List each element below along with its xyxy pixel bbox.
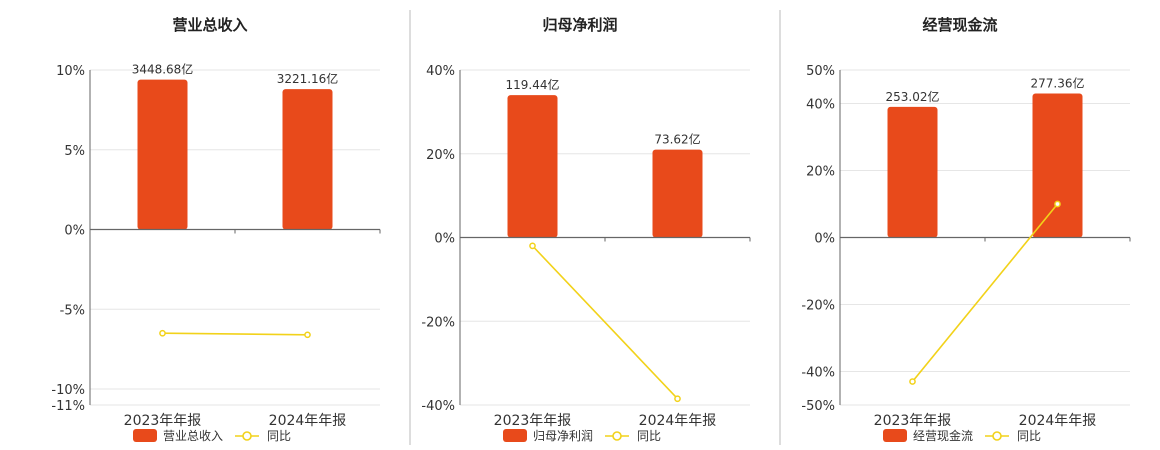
yoy-point: [159, 329, 166, 337]
x-category-label: 2024年年报: [1019, 413, 1097, 429]
yoy-point: [909, 378, 916, 385]
legend-line-label[interactable]: 同比: [267, 429, 291, 443]
yoy-point: [304, 331, 311, 339]
bar-value-label: 3448.68亿: [132, 62, 194, 77]
y-tick-label: 5%: [64, 144, 85, 159]
legend-line-label[interactable]: 同比: [1017, 429, 1041, 443]
chart-title: 经营现金流: [922, 16, 997, 34]
chart-panel-3: 经营现金流 50% 40% 20% 0% -20% -40% -50% 253.02亿 277.3…: [801, 16, 1131, 443]
bar-value-label: 253.02亿: [886, 89, 940, 104]
bar: [507, 95, 558, 238]
y-tick-label: -20%: [421, 315, 455, 330]
legend-bar-label[interactable]: 经营现金流: [913, 428, 973, 443]
bar: [652, 149, 703, 238]
y-tick-label: -40%: [801, 366, 835, 381]
yoy-line: [531, 245, 679, 400]
y-tick-label: 0%: [434, 232, 455, 247]
x-category-label: 2024年年报: [269, 413, 347, 429]
bar: [137, 79, 188, 230]
y-tick-label: 20%: [426, 148, 455, 163]
y-tick-label: 40%: [806, 98, 835, 113]
legend-bar-swatch[interactable]: [133, 429, 157, 442]
yoy-point: [529, 242, 536, 250]
y-tick-label: -10%: [51, 383, 85, 398]
y-tick-label: -50%: [801, 399, 835, 414]
yoy-point: [1054, 200, 1061, 208]
x-category-label: 2023年年报: [494, 413, 572, 429]
x-category-label: 2024年年报: [639, 413, 717, 429]
x-category-label: 2023年年报: [874, 413, 952, 429]
y-tick-label: 40%: [426, 64, 455, 79]
y-tick-label: 0%: [64, 224, 85, 239]
y-tick-label: -11%: [51, 399, 85, 414]
bar-value-label: 277.36亿: [1031, 75, 1085, 90]
chart-title: 归母净利润: [542, 16, 617, 34]
y-tick-label: 20%: [806, 165, 835, 180]
y-tick-label: 50%: [806, 64, 835, 79]
legend-line-label[interactable]: 同比: [637, 429, 661, 443]
chart-panel-2: 归母净利润 40% 20% 0% -20% -40% 119.44亿 73.62亿 2023年年…: [421, 16, 751, 443]
legend-bar-swatch[interactable]: [503, 429, 527, 442]
legend-line-marker[interactable]: [242, 431, 252, 441]
chart-panel-1: 营业总收入 10% 5% 0% -5% -10%-11% 3448.68亿 3221.16亿 2…: [51, 16, 381, 443]
y-tick-label: -40%: [421, 399, 455, 414]
bar-value-label: 73.62亿: [654, 132, 700, 147]
y-tick-label: 0%: [814, 232, 835, 247]
legend-line-marker[interactable]: [992, 431, 1002, 441]
y-tick-label: -5%: [60, 303, 85, 318]
yoy-line: [162, 332, 308, 336]
bar-value-label: 119.44亿: [506, 77, 560, 92]
bar: [1032, 93, 1083, 238]
bar-value-label: 3221.16亿: [277, 71, 339, 86]
legend-bar-label[interactable]: 营业总收入: [163, 429, 223, 443]
x-category-label: 2023年年报: [124, 413, 202, 429]
legend-bar-label[interactable]: 归母净利润: [533, 429, 593, 443]
legend-line-marker[interactable]: [612, 431, 622, 441]
y-tick-label: -20%: [801, 299, 835, 314]
y-tick-label: 10%: [56, 64, 85, 79]
legend-bar-swatch[interactable]: [883, 429, 907, 442]
yoy-point: [674, 395, 681, 403]
chart-title: 营业总收入: [172, 16, 247, 34]
bar: [282, 89, 333, 230]
yoy-line: [911, 203, 1059, 383]
bar: [887, 106, 938, 238]
